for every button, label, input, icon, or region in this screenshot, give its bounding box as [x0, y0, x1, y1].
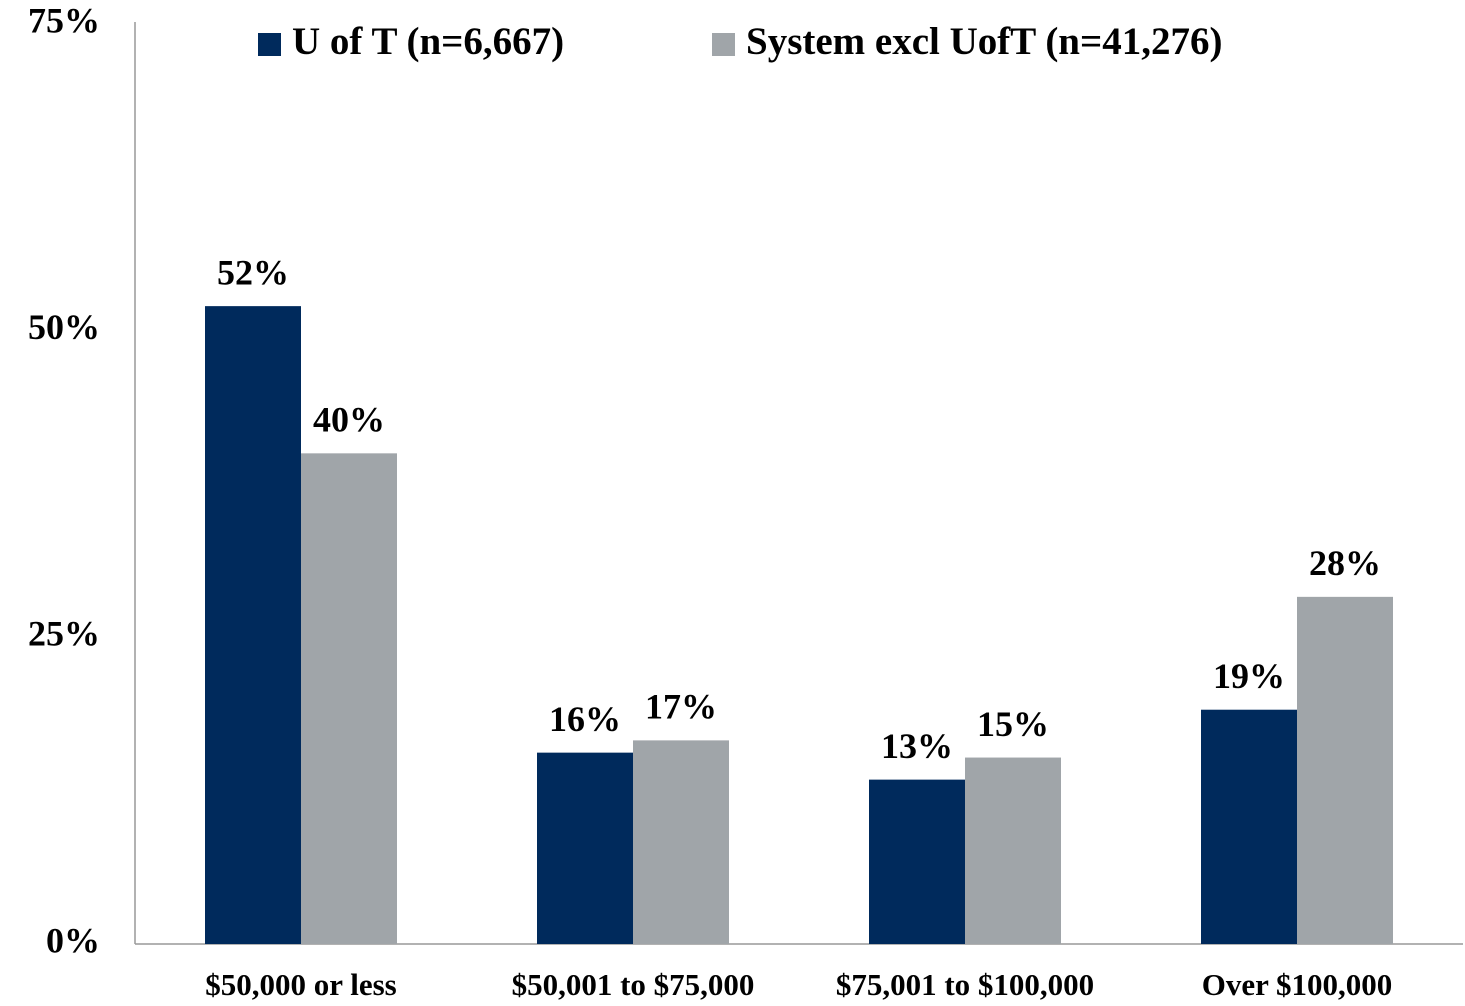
bar — [633, 740, 729, 944]
y-tick-label: 25% — [28, 614, 100, 654]
bar — [537, 752, 633, 944]
bar — [301, 453, 397, 944]
bar — [965, 757, 1061, 944]
value-label: 28% — [1309, 543, 1381, 583]
legend-label: System excl UofT (n=41,276) — [746, 20, 1222, 63]
bar — [1201, 709, 1297, 944]
value-label: 19% — [1213, 656, 1285, 696]
legend-label: U of T (n=6,667) — [292, 20, 564, 63]
bar — [1297, 596, 1393, 944]
value-label: 40% — [313, 400, 385, 440]
bar — [205, 306, 301, 945]
x-tick-label: $50,000 or less — [205, 967, 396, 1002]
value-label: 16% — [549, 699, 621, 739]
legend-swatch — [712, 33, 735, 56]
bar — [869, 779, 965, 944]
y-tick-label: 75% — [28, 0, 100, 40]
value-label: 17% — [645, 687, 717, 727]
y-tick-label: 50% — [28, 307, 100, 347]
x-tick-label: $50,001 to $75,000 — [512, 967, 755, 1002]
x-tick-label: $75,001 to $100,000 — [836, 967, 1094, 1002]
y-tick-label: 0% — [46, 920, 100, 960]
value-label: 15% — [977, 704, 1049, 744]
value-label: 52% — [217, 252, 289, 292]
x-tick-label: Over $100,000 — [1202, 967, 1393, 1002]
legend-swatch — [258, 33, 281, 56]
value-label: 13% — [881, 726, 953, 766]
